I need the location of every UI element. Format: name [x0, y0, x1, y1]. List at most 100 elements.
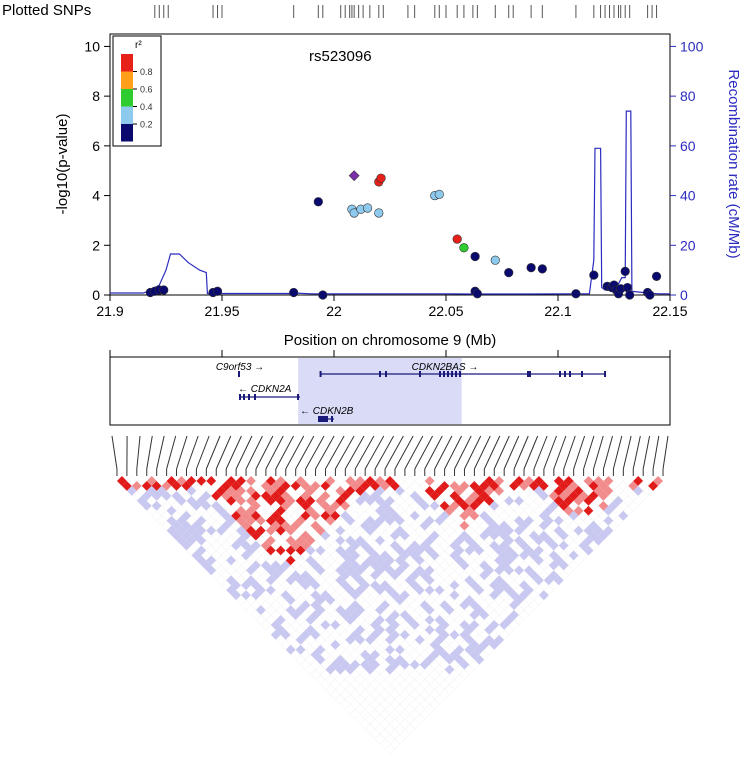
ld-cell	[558, 480, 569, 491]
ld-connector	[642, 435, 651, 470]
r2-legend: r² 0.8 0.6 0.4 0.2	[112, 35, 162, 147]
ld-heatmap	[116, 475, 664, 755]
gene-label-c9orf53: C9orf53 →	[216, 362, 264, 373]
ld-cell	[444, 505, 455, 516]
x-tick-label: 21.95	[204, 303, 239, 319]
ld-cell	[568, 480, 579, 491]
ld-cell	[285, 525, 296, 536]
ld-cell	[295, 476, 306, 486]
gene-exon	[238, 371, 240, 377]
ld-cell	[285, 575, 296, 586]
ld-connector	[483, 435, 501, 470]
ld-cell	[494, 545, 505, 556]
gene-label-cdkn2a: ← CDKN2A	[238, 384, 292, 395]
snp-point	[212, 286, 223, 296]
ld-cell	[181, 540, 192, 551]
ld-cell	[603, 485, 614, 496]
legend-swatch	[121, 106, 133, 124]
ld-cell	[583, 505, 594, 516]
ld-connector	[205, 435, 221, 470]
y2-axis: 0 20 40 60 80 100	[670, 38, 704, 303]
gene-exon	[569, 371, 571, 377]
ld-cell	[320, 619, 331, 630]
ld-cell	[300, 530, 311, 541]
ld-cell	[350, 600, 361, 611]
ld-cell	[464, 575, 475, 586]
ld-cell	[270, 490, 281, 501]
y2-tick-label: 100	[680, 38, 704, 54]
ld-cell	[385, 615, 395, 625]
ld-cell	[241, 520, 251, 531]
ld-cell	[171, 530, 182, 541]
ld-cell	[578, 540, 589, 551]
ld-cell	[399, 610, 410, 620]
gene-exon	[248, 394, 250, 400]
ld-cell	[380, 550, 390, 561]
ld-cell	[504, 585, 515, 596]
ld-cell	[246, 505, 256, 516]
ld-cell	[265, 476, 276, 486]
ld-cell	[454, 644, 465, 655]
ld-cell	[320, 510, 331, 521]
ld-cell	[355, 565, 366, 576]
ld-cell	[270, 629, 281, 640]
ld-cell	[365, 634, 376, 645]
gene-exon	[451, 371, 453, 377]
ld-cell	[355, 575, 366, 586]
ld-connector	[305, 435, 325, 470]
ld-connector	[652, 435, 660, 470]
ld-cell	[533, 555, 544, 566]
snp-point	[374, 208, 384, 218]
y2-tick-label: 0	[680, 287, 688, 303]
ld-cell	[494, 575, 505, 586]
ld-cell	[414, 585, 425, 596]
ld-cell	[270, 480, 281, 491]
ld-cell	[538, 510, 549, 521]
ld-cell	[221, 480, 232, 491]
ld-cell	[499, 540, 510, 551]
ld-cell	[449, 550, 460, 561]
ld-cell	[593, 485, 604, 496]
snp-point	[159, 285, 169, 295]
ld-connector	[473, 435, 491, 470]
ld-cell	[270, 619, 281, 630]
ld-cell	[166, 515, 177, 526]
ld-cell	[494, 585, 505, 596]
gene-panel-frame	[109, 356, 671, 426]
ld-cell	[543, 505, 554, 516]
ld-cell	[196, 515, 207, 526]
snp-point	[645, 290, 655, 300]
gene-exon	[443, 371, 445, 377]
ld-cell	[176, 515, 187, 526]
ld-cell	[409, 550, 420, 561]
ld-cell	[419, 600, 430, 611]
ld-connector	[245, 435, 263, 470]
ld-cell	[360, 540, 371, 551]
ld-cell	[375, 555, 386, 566]
ld-cell	[255, 515, 266, 526]
gene-panel: C9orf53 → CDKN2BAS → ← CDKN2A ← CDKN2B	[109, 356, 671, 426]
ld-cell	[424, 575, 435, 586]
ld-cell	[533, 594, 545, 606]
y-tick-label: 8	[92, 88, 100, 104]
ld-cell	[295, 634, 306, 645]
ld-cell	[355, 485, 366, 496]
ld-cell	[265, 585, 276, 596]
ld-cell	[290, 540, 301, 551]
x-tick-label: 22.1	[544, 303, 571, 319]
gene-exon	[527, 371, 529, 377]
gene-exon	[319, 371, 322, 377]
ld-cell	[494, 555, 505, 566]
ld-connector	[334, 435, 355, 470]
legend-label: 0.8	[140, 67, 153, 77]
ld-cell	[176, 525, 187, 536]
ld-cell	[330, 619, 341, 630]
snp-point	[504, 268, 514, 278]
ld-cell	[464, 634, 475, 645]
ld-cell	[226, 585, 237, 596]
ld-cell	[603, 515, 614, 526]
ld-cell	[459, 629, 470, 640]
ld-cell	[375, 565, 386, 576]
ld-cell	[538, 530, 549, 541]
ld-cell	[310, 610, 321, 620]
